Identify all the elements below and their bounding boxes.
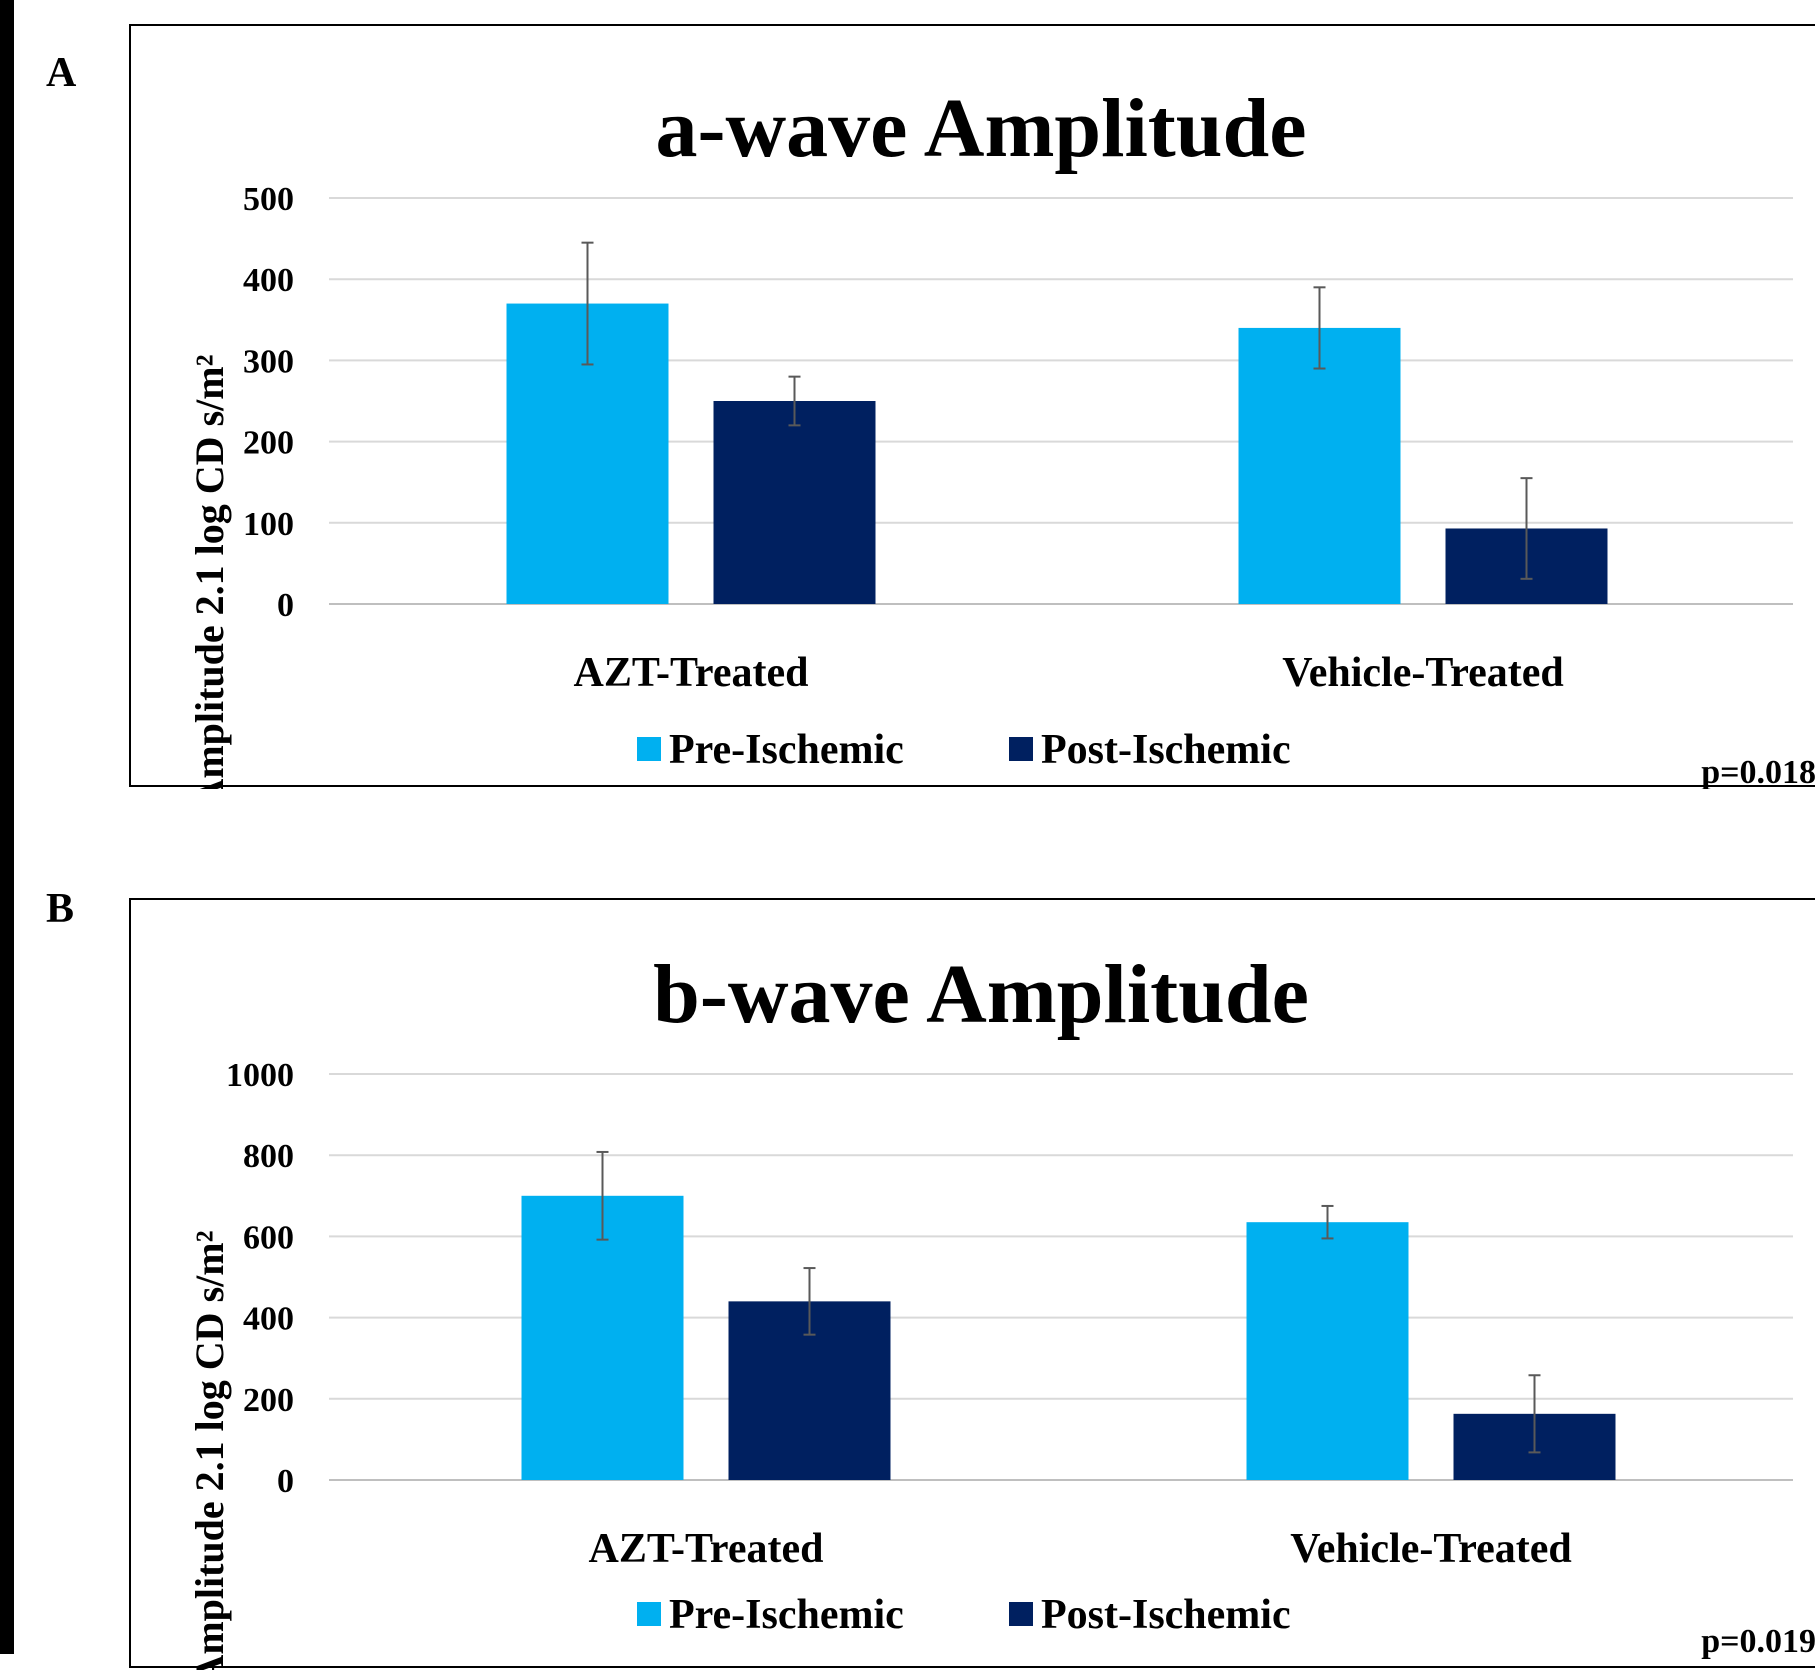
y-tick-label: 500 [243,181,294,218]
chart-title: b-wave Amplitude [653,948,1309,1041]
legend-swatch-1 [1009,737,1033,761]
chart-title: a-wave Amplitude [656,82,1307,175]
x-category-label: AZT-Treated [589,1526,824,1572]
legend-swatch-0 [637,1602,661,1626]
bar-post-ischemic-0 [713,401,876,604]
legend-label-0: Pre-Ischemic [669,1592,904,1638]
left-edge-bar [0,0,14,1654]
panel-letter-a: A [46,50,77,96]
y-tick-label: 1000 [226,1057,294,1094]
y-axis-label: Amplitude 2.1 log CD s/m² [187,354,232,789]
panel-letter-b: B [46,886,75,932]
bar-pre-ischemic-1 [1238,327,1401,604]
y-tick-label: 200 [243,425,294,462]
y-tick-label: 0 [277,587,294,624]
y-axis-label: Amplitude 2.1 log CD s/m² [187,1230,232,1670]
y-tick-label: 0 [277,1463,294,1500]
legend-label-1: Post-Ischemic [1041,727,1291,773]
chart-b-frame: b-wave Amplitude 0 200 400 600 800 1000 Amplitu… [129,898,1815,1670]
p-value-annotation: p=0.019 [1701,1623,1815,1660]
legend-swatch-0 [637,737,661,761]
bar-pre-ischemic-0 [521,1195,684,1480]
y-tick-label: 100 [243,506,294,543]
chart-a: a-wave Amplitude 0 100 200 300 400 500 Amplitud… [187,82,1815,789]
y-tick-label: 800 [243,1138,294,1175]
y-tick-label: 600 [243,1219,294,1256]
x-category-label: Vehicle-Treated [1282,650,1564,696]
chart-a-frame: a-wave Amplitude 0 100 200 300 400 500 Amplitud… [129,24,1815,789]
x-category-label: Vehicle-Treated [1290,1526,1572,1572]
chart-b: b-wave Amplitude 0 200 400 600 800 1000 Amplitu… [187,948,1815,1670]
y-tick-label: 300 [243,343,294,380]
bar-pre-ischemic-1 [1246,1222,1409,1480]
x-category-label: AZT-Treated [574,650,809,696]
legend-label-0: Pre-Ischemic [669,727,904,773]
y-tick-label: 200 [243,1382,294,1419]
y-tick-label: 400 [243,262,294,299]
y-tick-label: 400 [243,1301,294,1338]
p-value-annotation: p=0.018 [1701,754,1815,789]
legend-swatch-1 [1009,1602,1033,1626]
legend-label-1: Post-Ischemic [1041,1592,1291,1638]
